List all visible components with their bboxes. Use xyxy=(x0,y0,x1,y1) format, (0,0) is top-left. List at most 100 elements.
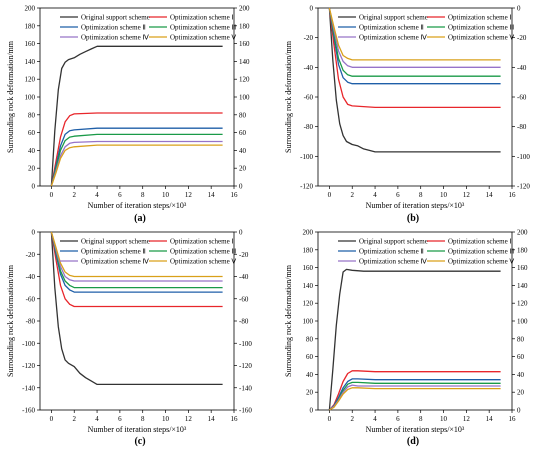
legend-label: Optimization scheme Ⅳ xyxy=(81,258,149,266)
legend-label: Optimization scheme Ⅳ xyxy=(359,34,427,42)
y-tick-label: -100 xyxy=(300,153,313,161)
right-y-tick-label: 140 xyxy=(517,282,528,290)
x-tick-label: 4 xyxy=(373,191,377,199)
legend-label: Optimization scheme Ⅲ xyxy=(170,248,236,256)
right-y-tick-label: -140 xyxy=(239,384,252,392)
series-line-3 xyxy=(328,7,501,85)
legend-label: Optimization scheme Ⅱ xyxy=(81,24,146,32)
right-y-tick-label: 0 xyxy=(239,229,243,237)
right-y-tick-label: 200 xyxy=(517,229,528,237)
x-tick-label: 10 xyxy=(440,415,448,423)
x-tick-label: 8 xyxy=(419,415,423,423)
series-line-4 xyxy=(50,133,223,187)
right-y-tick-label: -40 xyxy=(517,64,527,72)
series-line-2 xyxy=(328,7,501,109)
right-y-tick-label: 20 xyxy=(239,165,247,173)
legend-label: Optimization scheme Ⅲ xyxy=(448,24,514,32)
x-tick-label: 12 xyxy=(185,191,193,199)
legend: Original support scheme Optimization sche… xyxy=(60,14,236,42)
x-tick-label: 14 xyxy=(486,191,494,199)
y-tick-label: 120 xyxy=(25,76,36,84)
legend-label: Optimization scheme Ⅴ xyxy=(170,34,236,42)
legend: Original support scheme Optimization sche… xyxy=(338,238,514,266)
series-line-1 xyxy=(50,231,223,386)
right-y-tick-label: -160 xyxy=(239,407,252,415)
x-tick-label: 6 xyxy=(118,415,122,423)
legend-label: Original support scheme xyxy=(81,14,150,22)
legend-label: Optimization scheme Ⅰ xyxy=(170,14,234,22)
x-tick-label: 4 xyxy=(95,415,99,423)
legend-label: Optimization scheme Ⅲ xyxy=(170,24,236,32)
right-y-tick-label: 200 xyxy=(239,5,250,13)
right-y-tick-label: 20 xyxy=(517,389,525,397)
right-y-tick-label: -80 xyxy=(517,123,527,131)
y-tick-label: -80 xyxy=(304,123,314,131)
x-tick-label: 2 xyxy=(350,415,354,423)
x-tick-label: 8 xyxy=(141,191,145,199)
y-tick-label: -40 xyxy=(304,64,314,72)
series-line-1 xyxy=(328,268,501,411)
legend-label: Optimization scheme Ⅳ xyxy=(81,34,149,42)
y-tick-label: 0 xyxy=(32,183,36,191)
y-tick-label: 200 xyxy=(25,5,36,13)
right-y-tick-label: -100 xyxy=(517,153,530,161)
y-tick-label: 80 xyxy=(28,111,36,119)
legend: Original support scheme Optimization sche… xyxy=(60,238,236,266)
right-y-tick-label: 60 xyxy=(517,353,525,361)
x-tick-label: 12 xyxy=(463,191,471,199)
right-y-tick-label: 120 xyxy=(239,76,250,84)
y-tick-label: 140 xyxy=(25,58,36,66)
right-y-tick-label: 40 xyxy=(517,371,525,379)
x-tick-label: 8 xyxy=(419,191,423,199)
legend: Original support scheme Optimization sche… xyxy=(338,14,514,42)
right-y-tick-label: 0 xyxy=(517,5,521,13)
legend-label: Optimization scheme Ⅰ xyxy=(448,238,512,246)
right-y-tick-label: -60 xyxy=(239,295,249,303)
y-tick-label: -120 xyxy=(300,183,313,191)
panel-label: (c) xyxy=(134,436,145,447)
right-y-tick-label: 120 xyxy=(517,300,528,308)
series-line-1 xyxy=(50,45,223,187)
x-tick-label: 6 xyxy=(396,191,400,199)
right-y-tick-label: 180 xyxy=(517,246,528,254)
series-line-6 xyxy=(329,387,501,411)
y-tick-label: -60 xyxy=(304,94,314,102)
right-y-tick-label: -120 xyxy=(239,362,252,370)
x-tick-label: 0 xyxy=(50,415,54,423)
y-tick-label: 200 xyxy=(303,229,314,237)
legend-label: Optimization scheme Ⅲ xyxy=(448,248,514,256)
right-y-tick-label: -20 xyxy=(239,251,249,259)
series-line-4 xyxy=(50,231,223,289)
y-tick-label: -80 xyxy=(26,318,36,326)
right-y-tick-label: -60 xyxy=(517,94,527,102)
x-tick-label: 16 xyxy=(231,415,239,423)
series-line-5 xyxy=(50,231,223,282)
y-axis-label: Surrounding rock deformation/mm xyxy=(284,40,293,153)
y-tick-label: -160 xyxy=(22,407,35,415)
right-y-tick-label: -80 xyxy=(239,318,249,326)
x-tick-label: 10 xyxy=(162,415,170,423)
x-tick-label: 4 xyxy=(95,191,99,199)
right-y-tick-label: 60 xyxy=(239,129,247,137)
y-tick-label: 40 xyxy=(306,371,314,379)
x-tick-label: 16 xyxy=(509,415,517,423)
legend-label: Optimization scheme Ⅴ xyxy=(448,258,514,266)
y-tick-label: 40 xyxy=(28,147,36,155)
panel-label: (d) xyxy=(407,436,419,447)
right-y-tick-label: 160 xyxy=(517,264,528,272)
legend-label: Original support scheme xyxy=(81,238,150,246)
y-tick-label: 100 xyxy=(25,94,36,102)
x-tick-label: 12 xyxy=(185,415,193,423)
x-tick-label: 2 xyxy=(72,415,76,423)
x-tick-label: 10 xyxy=(162,191,170,199)
y-tick-label: 80 xyxy=(306,335,314,343)
x-tick-label: 16 xyxy=(509,191,517,199)
panel-label: (a) xyxy=(134,213,146,224)
x-tick-label: 4 xyxy=(373,415,377,423)
right-y-tick-label: -100 xyxy=(239,340,252,348)
x-axis-label: Number of iteration steps/×10³ xyxy=(88,201,187,210)
y-tick-label: -20 xyxy=(26,251,36,259)
